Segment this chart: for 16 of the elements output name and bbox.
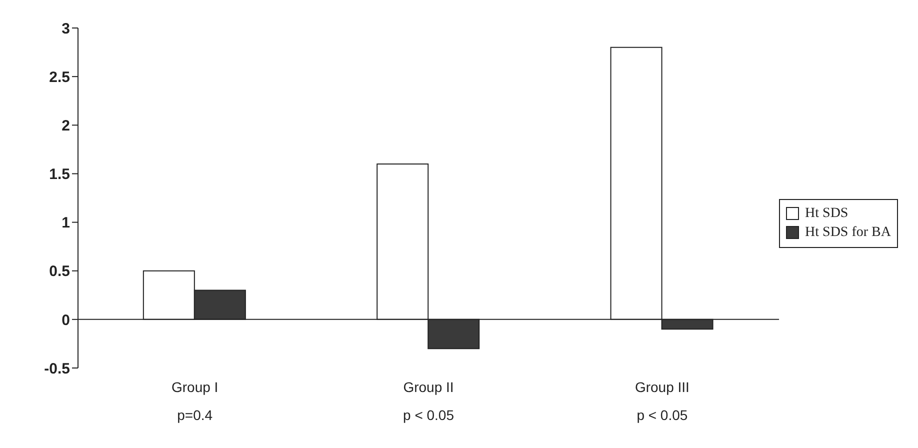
text: p < 0.05 <box>403 407 454 423</box>
y-tick-label: 1.5 <box>49 166 70 184</box>
y-tick-label: 2.5 <box>49 68 70 86</box>
x-tick-label: Group III <box>634 379 690 395</box>
y-tick-label: -0.5 <box>44 360 70 378</box>
y-tick-label: 0.5 <box>49 263 70 280</box>
legend-label: Ht SDS for BA <box>805 224 891 240</box>
text: p=0.4 <box>177 407 213 423</box>
y-tick-label: 1 <box>62 214 70 232</box>
y-tick-label: 3 <box>62 20 70 38</box>
y-tick-label: 2 <box>62 117 70 134</box>
x-tick-label: Group II <box>403 379 454 395</box>
x-tick-label: Group I <box>171 379 218 395</box>
legend-label: Ht SDS <box>805 206 848 222</box>
y-tick-label: 0 <box>62 312 70 329</box>
text: p < 0.05 <box>636 407 688 423</box>
